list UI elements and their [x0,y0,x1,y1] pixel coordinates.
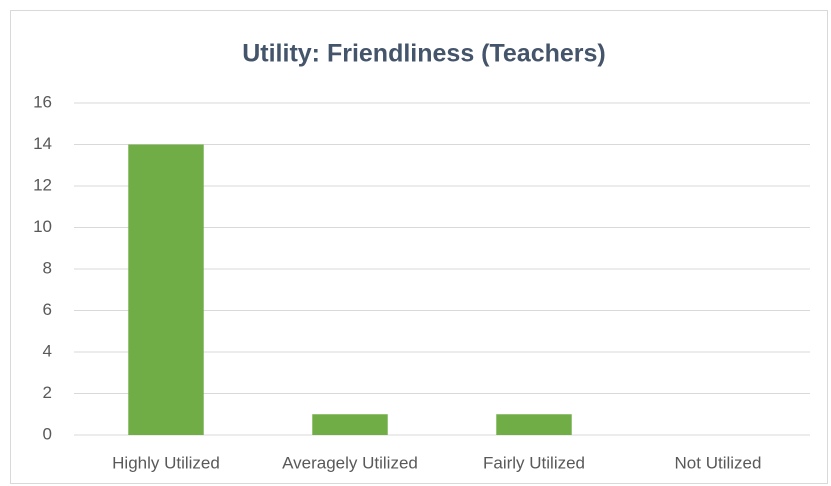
y-tick-label: 6 [43,300,52,319]
y-tick-label: 8 [43,258,52,277]
y-tick-label: 14 [33,134,52,153]
bar [496,414,572,435]
bar [312,414,388,435]
y-tick-label: 2 [43,383,52,402]
x-tick-label: Not Utilized [675,453,762,472]
y-tick-label: 12 [33,175,52,194]
chart-title: Utility: Friendliness (Teachers) [242,40,606,68]
y-tick-label: 10 [33,217,52,236]
x-tick-label: Fairly Utilized [483,453,585,472]
y-tick-label: 0 [43,424,52,443]
x-tick-label: Averagely Utilized [282,453,418,472]
bar [128,144,204,435]
x-tick-label: Highly Utilized [112,453,220,472]
y-tick-label: 4 [43,341,52,360]
y-tick-label: 16 [33,92,52,111]
